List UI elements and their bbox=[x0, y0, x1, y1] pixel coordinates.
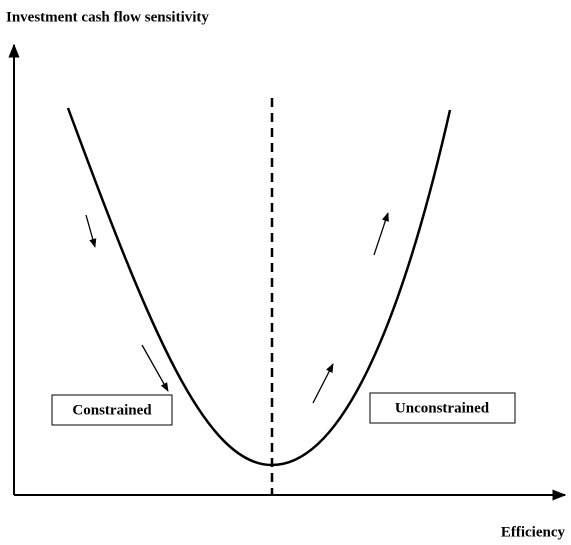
region-box bbox=[51, 394, 173, 426]
region-label: Constrained bbox=[72, 402, 152, 418]
arrow bbox=[141, 344, 169, 392]
arrow bbox=[85, 214, 97, 248]
curve bbox=[66, 107, 452, 467]
region-box bbox=[369, 392, 516, 424]
region-label: Unconstrained bbox=[395, 400, 490, 416]
x-axis-label: Efficiency bbox=[501, 524, 566, 540]
arrow bbox=[373, 212, 389, 256]
y-axis-label: Investment cash flow sensitivity bbox=[6, 9, 209, 25]
arrow bbox=[312, 363, 334, 404]
